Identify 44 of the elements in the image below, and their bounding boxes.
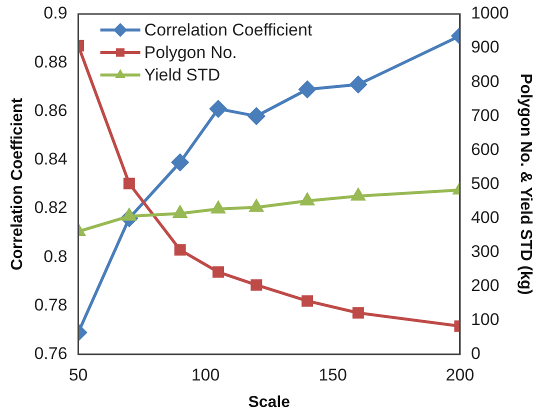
legend-label: Yield STD — [144, 66, 220, 85]
point — [210, 100, 227, 118]
y2-tick-label: 1000 — [470, 4, 509, 23]
y-tick-label: 0.78 — [34, 295, 68, 314]
point — [173, 206, 187, 218]
point — [302, 295, 314, 307]
point — [248, 108, 265, 125]
y2-tick-label: 800 — [470, 72, 500, 91]
point — [174, 244, 186, 256]
point — [212, 202, 225, 214]
point — [300, 193, 314, 206]
point — [250, 200, 264, 212]
y-tick-label: 0.86 — [34, 100, 68, 120]
y2-tick-label: 300 — [470, 242, 500, 261]
y-tick-label: 0.84 — [34, 150, 68, 169]
y-axis-title: Correlation Coefficient — [9, 97, 26, 270]
y2-tick-label: 600 — [470, 140, 500, 159]
x-tick-label: 50 — [68, 365, 88, 384]
y2-tick-label: 500 — [470, 174, 500, 193]
y-tick-label: 0.8 — [44, 246, 68, 266]
legend-label: Correlation Coefficient — [144, 20, 312, 40]
y-tick-label: 0.76 — [34, 344, 68, 364]
y2-tick-label: 0 — [470, 344, 480, 364]
y-tick-label: 0.88 — [34, 52, 68, 72]
y2-tick-label: 400 — [470, 208, 500, 227]
y2-tick-label: 100 — [470, 310, 500, 330]
x-tick-label: 150 — [318, 365, 347, 384]
y-tick-label: 0.82 — [34, 198, 68, 218]
point — [352, 307, 364, 319]
y2-tick-label: 700 — [470, 106, 500, 125]
y-tick-label: 0.9 — [44, 4, 68, 23]
y2-axis-title: Polygon No. & Yield STD (kg) — [516, 74, 534, 295]
x-axis-title: Scale — [248, 394, 290, 411]
point — [172, 154, 189, 171]
legend-label: Polygon No. — [144, 43, 237, 62]
point — [212, 266, 224, 278]
x-tick-label: 200 — [446, 365, 474, 384]
y2-tick-label: 900 — [470, 38, 500, 57]
x-tick-label: 100 — [191, 365, 220, 384]
point — [350, 76, 367, 94]
point — [298, 80, 316, 98]
y2-tick-label: 200 — [470, 276, 500, 296]
point — [250, 279, 262, 291]
point — [352, 188, 365, 201]
